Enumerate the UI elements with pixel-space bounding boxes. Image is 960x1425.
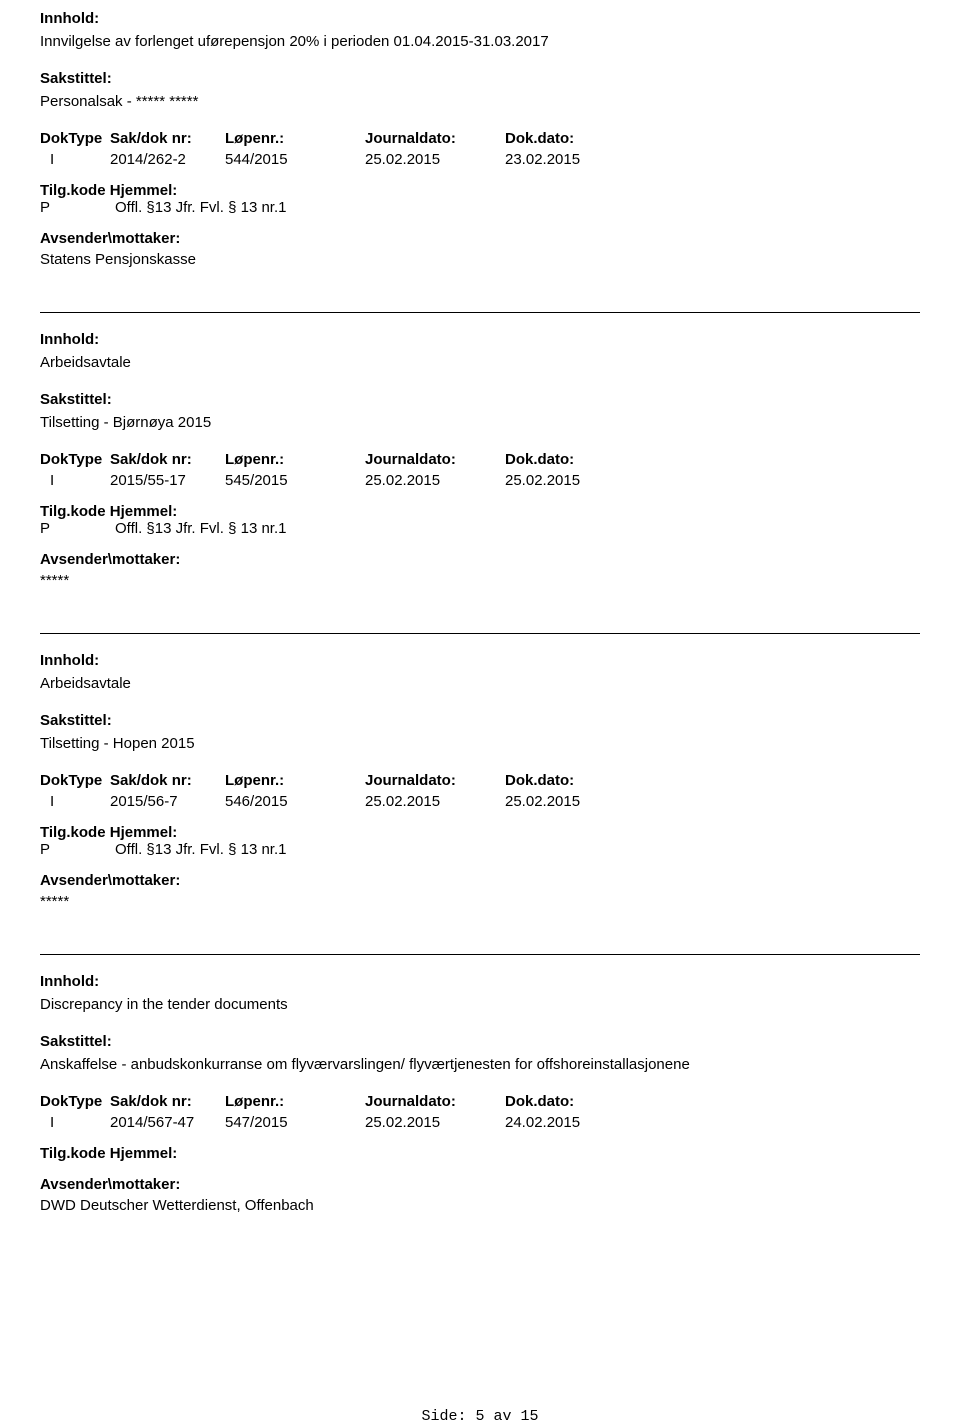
sakdok-value: 2014/567-47	[110, 1114, 225, 1131]
table-row: I2015/56-7546/201525.02.201525.02.2015	[40, 793, 920, 810]
hjemmel-label: Hjemmel:	[110, 503, 178, 520]
hjemmel-value: Offl. §13 Jfr. Fvl. § 13 nr.1	[115, 841, 920, 858]
tilg-row: POffl. §13 Jfr. Fvl. § 13 nr.1	[40, 841, 920, 858]
header-journaldato: Journaldato:	[365, 772, 505, 789]
header-lopenr: Løpenr.:	[225, 1093, 365, 1110]
header-doktype: DokType	[40, 451, 110, 468]
header-lopenr: Løpenr.:	[225, 772, 365, 789]
sakstittel-value: Tilsetting - Bjørnøya 2015	[40, 414, 920, 431]
tilgcode-value: P	[40, 841, 115, 858]
header-sakdok: Sak/dok nr:	[110, 772, 225, 789]
hjemmel-value: Offl. §13 Jfr. Fvl. § 13 nr.1	[115, 520, 920, 537]
table-header-row: DokTypeSak/dok nr:Løpenr.:Journaldato:Do…	[40, 451, 920, 468]
doktype-value: I	[40, 151, 110, 168]
lopenr-value: 544/2015	[225, 151, 365, 168]
header-lopenr: Løpenr.:	[225, 451, 365, 468]
record: Innhold: Innvilgelse av forlenget uførepe…	[40, 0, 920, 302]
tilgkode-label: Tilg.kode	[40, 503, 106, 520]
avsender-value: *****	[40, 893, 920, 910]
journaldato-value: 25.02.2015	[365, 793, 505, 810]
doktype-value: I	[40, 1114, 110, 1131]
sakstittel-value: Anskaffelse - anbudskonkurranse om flyvæ…	[40, 1056, 920, 1073]
hjemmel-label: Hjemmel:	[110, 182, 178, 199]
tilgkode-hjemmel-label: Tilg.kode Hjemmel:	[40, 182, 920, 199]
hjemmel-label: Hjemmel:	[110, 824, 178, 841]
table-header-row: DokTypeSak/dok nr:Løpenr.:Journaldato:Do…	[40, 772, 920, 789]
innhold-label: Innhold:	[40, 973, 920, 990]
avsender-label: Avsender\mottaker:	[40, 230, 920, 247]
dokdato-value: 25.02.2015	[505, 793, 645, 810]
avsender-value: DWD Deutscher Wetterdienst, Offenbach	[40, 1197, 920, 1214]
dokdato-value: 23.02.2015	[505, 151, 645, 168]
record: Innhold: Discrepancy in the tender docume…	[40, 954, 920, 1248]
tilg-row: POffl. §13 Jfr. Fvl. § 13 nr.1	[40, 520, 920, 537]
header-doktype: DokType	[40, 130, 110, 147]
sakstittel-label: Sakstittel:	[40, 70, 920, 87]
sakdok-value: 2015/56-7	[110, 793, 225, 810]
avsender-value: *****	[40, 572, 920, 589]
lopenr-value: 545/2015	[225, 472, 365, 489]
avsender-label: Avsender\mottaker:	[40, 1176, 920, 1193]
table-header-row: DokTypeSak/dok nr:Løpenr.:Journaldato:Do…	[40, 130, 920, 147]
record: Innhold: Arbeidsavtale Sakstittel: Tilsetti…	[40, 312, 920, 623]
table-row: I2014/567-47547/201525.02.201524.02.2015	[40, 1114, 920, 1131]
sakstittel-value: Tilsetting - Hopen 2015	[40, 735, 920, 752]
journaldato-value: 25.02.2015	[365, 472, 505, 489]
innhold-value: Innvilgelse av forlenget uførepensjon 20…	[40, 33, 920, 50]
header-dokdato: Dok.dato:	[505, 130, 645, 147]
header-dokdato: Dok.dato:	[505, 451, 645, 468]
tilgkode-label: Tilg.kode	[40, 824, 106, 841]
header-dokdato: Dok.dato:	[505, 1093, 645, 1110]
lopenr-value: 546/2015	[225, 793, 365, 810]
sakdok-value: 2015/55-17	[110, 472, 225, 489]
sakstittel-label: Sakstittel:	[40, 712, 920, 729]
avsender-label: Avsender\mottaker:	[40, 551, 920, 568]
tilgcode-value: P	[40, 520, 115, 537]
header-lopenr: Løpenr.:	[225, 130, 365, 147]
tilgkode-label: Tilg.kode	[40, 182, 106, 199]
dokdato-value: 25.02.2015	[505, 472, 645, 489]
dokdato-value: 24.02.2015	[505, 1114, 645, 1131]
table-row: I2014/262-2544/201525.02.201523.02.2015	[40, 151, 920, 168]
tilgkode-hjemmel-label: Tilg.kode Hjemmel:	[40, 1145, 920, 1162]
avsender-value: Statens Pensjonskasse	[40, 251, 920, 268]
tilgkode-label: Tilg.kode	[40, 1145, 106, 1162]
header-journaldato: Journaldato:	[365, 1093, 505, 1110]
innhold-label: Innhold:	[40, 331, 920, 348]
table-header-row: DokTypeSak/dok nr:Løpenr.:Journaldato:Do…	[40, 1093, 920, 1110]
tilgkode-hjemmel-label: Tilg.kode Hjemmel:	[40, 503, 920, 520]
record: Innhold: Arbeidsavtale Sakstittel: Tilsetti…	[40, 633, 920, 944]
journaldato-value: 25.02.2015	[365, 151, 505, 168]
page-footer: Side: 5 av 15	[40, 1408, 920, 1425]
avsender-label: Avsender\mottaker:	[40, 872, 920, 889]
hjemmel-label: Hjemmel:	[110, 1145, 178, 1162]
doktype-value: I	[40, 793, 110, 810]
journaldato-value: 25.02.2015	[365, 1114, 505, 1131]
header-dokdato: Dok.dato:	[505, 772, 645, 789]
tilg-row: POffl. §13 Jfr. Fvl. § 13 nr.1	[40, 199, 920, 216]
tilgcode-value: P	[40, 199, 115, 216]
sakdok-value: 2014/262-2	[110, 151, 225, 168]
header-sakdok: Sak/dok nr:	[110, 130, 225, 147]
header-doktype: DokType	[40, 772, 110, 789]
innhold-value: Discrepancy in the tender documents	[40, 996, 920, 1013]
sakstittel-value: Personalsak - ***** *****	[40, 93, 920, 110]
header-journaldato: Journaldato:	[365, 130, 505, 147]
innhold-label: Innhold:	[40, 652, 920, 669]
sakstittel-label: Sakstittel:	[40, 1033, 920, 1050]
doktype-value: I	[40, 472, 110, 489]
header-sakdok: Sak/dok nr:	[110, 451, 225, 468]
innhold-label: Innhold:	[40, 10, 920, 27]
lopenr-value: 547/2015	[225, 1114, 365, 1131]
innhold-value: Arbeidsavtale	[40, 675, 920, 692]
table-row: I2015/55-17545/201525.02.201525.02.2015	[40, 472, 920, 489]
header-doktype: DokType	[40, 1093, 110, 1110]
header-journaldato: Journaldato:	[365, 451, 505, 468]
header-sakdok: Sak/dok nr:	[110, 1093, 225, 1110]
tilgkode-hjemmel-label: Tilg.kode Hjemmel:	[40, 824, 920, 841]
hjemmel-value: Offl. §13 Jfr. Fvl. § 13 nr.1	[115, 199, 920, 216]
innhold-value: Arbeidsavtale	[40, 354, 920, 371]
sakstittel-label: Sakstittel:	[40, 391, 920, 408]
